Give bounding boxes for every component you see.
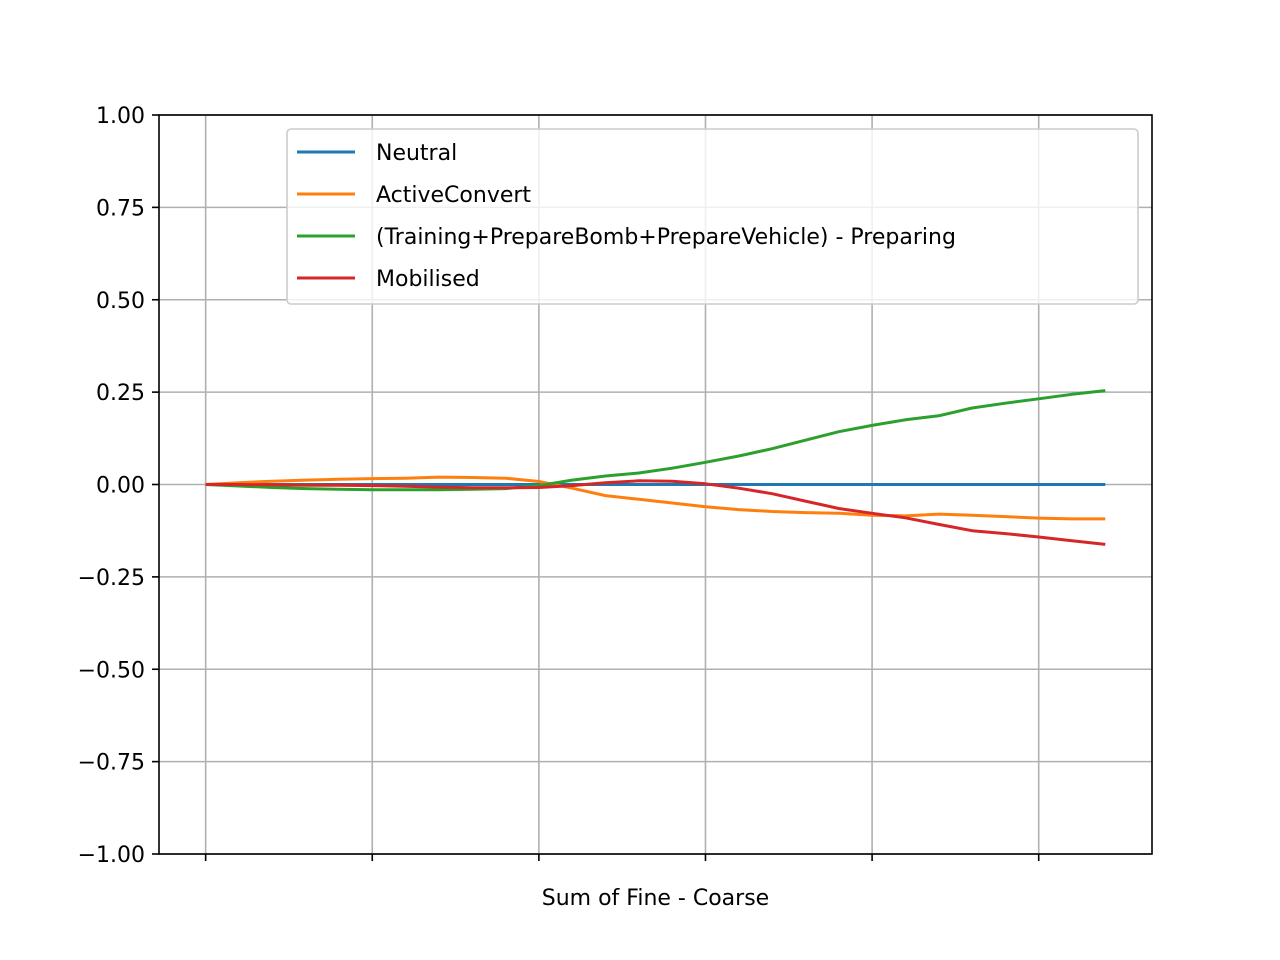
x-axis-label: Sum of Fine - Coarse [542, 886, 769, 911]
legend-entry: (Training+PrepareBomb+PrepareVehicle) - … [376, 225, 956, 250]
series-line-activeconvert [205, 475, 1106, 521]
y-tick-label: 1.00 [96, 104, 145, 129]
legend-entry: Mobilised [376, 267, 480, 292]
y-tick-label: 0.50 [96, 289, 145, 314]
y-tick-label: −1.00 [78, 843, 145, 868]
axis-ticks: −1.00 −0.75 −0.50 −0.25 0.00 0.25 0.50 0.75 1.00 [78, 104, 1040, 868]
legend: Neutral ActiveConvert (Training+PrepareBom… [286, 128, 1139, 305]
legend-entry: ActiveConvert [376, 183, 531, 208]
series-line-mobilised [205, 479, 1106, 546]
y-tick-label: 0.00 [96, 474, 145, 499]
y-tick-label: 0.25 [96, 381, 145, 406]
series-line-training-preparebomb-preparevehicle-preparing [205, 389, 1106, 492]
legend-entry: Neutral [376, 141, 457, 166]
y-tick-label: 0.75 [96, 196, 145, 221]
series-lines [205, 389, 1106, 546]
legend-box [286, 128, 1139, 305]
y-tick-label: −0.50 [78, 658, 145, 683]
y-tick-label: −0.25 [78, 566, 145, 591]
y-tick-label: −0.75 [78, 751, 145, 776]
